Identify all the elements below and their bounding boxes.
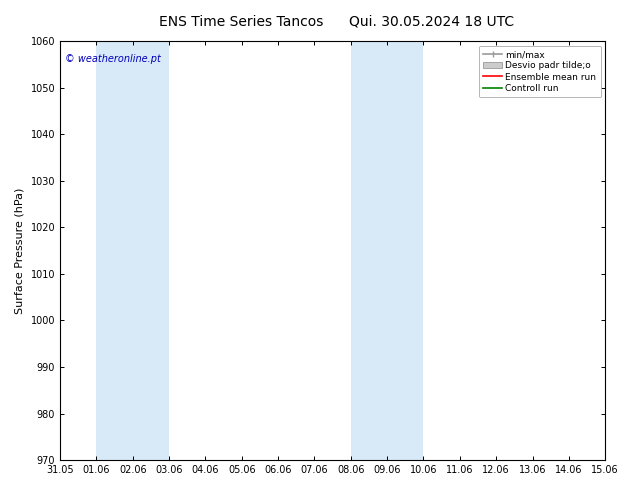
Bar	[96, 41, 169, 460]
Text: © weatheronline.pt: © weatheronline.pt	[65, 53, 162, 64]
Legend: min/max, Desvio padr tilde;o, Ensemble mean run, Controll run: min/max, Desvio padr tilde;o, Ensemble m…	[479, 46, 600, 98]
Text: Qui. 30.05.2024 18 UTC: Qui. 30.05.2024 18 UTC	[349, 15, 514, 29]
Y-axis label: Surface Pressure (hPa): Surface Pressure (hPa)	[15, 187, 25, 314]
Bar	[351, 41, 424, 460]
Bar	[605, 41, 623, 460]
Text: ENS Time Series Tancos: ENS Time Series Tancos	[158, 15, 323, 29]
